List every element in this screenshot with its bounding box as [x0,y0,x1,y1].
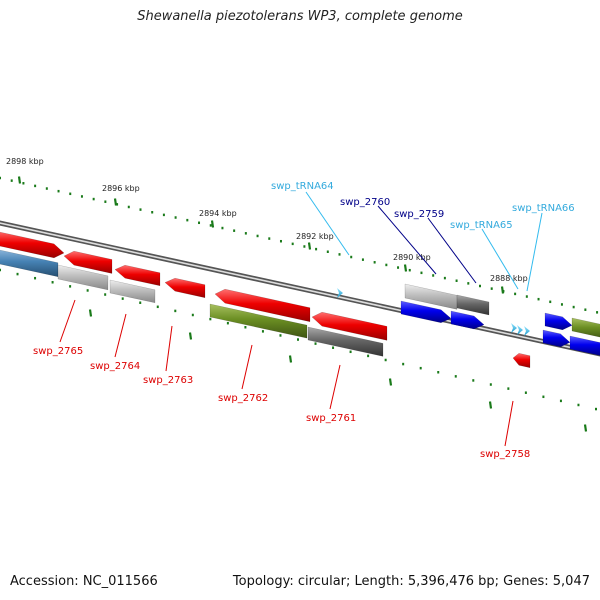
map-title: Shewanella piezotolerans WP3, complete g… [137,9,463,24]
major-tick [583,424,588,432]
gene-features[interactable] [0,231,600,369]
gene-feature-swp_2760[interactable] [400,300,452,323]
gene-feature-swp_2758[interactable] [512,353,531,369]
major-tick [113,198,118,206]
gene-feature[interactable] [569,335,600,356]
gene-feature-swp_2765[interactable] [0,231,65,259]
major-tick [188,332,193,340]
label-leaders [59,191,543,447]
major-tick [88,309,93,317]
tick-label: 2890 kbp [393,253,431,262]
gene-feature-swp_2760-gray[interactable] [404,283,458,310]
gene-label-swp_2759[interactable]: swp_2759 [394,209,444,220]
gene-feature-olive[interactable] [209,303,308,339]
major-tick [500,286,505,294]
gene-feature-swp_2763[interactable] [114,264,161,287]
gene-feature-gray[interactable] [57,264,109,291]
gene-feature-dgray[interactable] [307,326,384,357]
gene-feature-swp_2762[interactable] [214,288,311,323]
major-tick [307,242,312,250]
major-tick [17,176,22,184]
accession-text: Accession: NC_011566 [10,574,158,589]
major-tick [288,355,293,363]
tick-label: 2896 kbp [102,184,140,193]
gene-feature-swp_2759-gray[interactable] [456,294,490,316]
trna-feature-swp_tRNA66[interactable] [524,326,530,336]
gene-feature-swp_2764-part[interactable] [63,250,113,274]
gene-labels[interactable]: swp_2765 swp_2764 swp_2763 swp_2762 swp_… [33,181,575,460]
tick-label: 2894 kbp [199,209,237,218]
gene-label-swp_2758[interactable]: swp_2758 [480,449,530,460]
gene-feature-swp_2761[interactable] [311,311,388,341]
gene-label-swp_tRNA66[interactable]: swp_tRNA66 [512,203,575,214]
tick-labels: 2898 kbp 2896 kbp 2894 kbp 2892 kbp 2890… [6,157,528,283]
gene-feature[interactable] [544,312,573,331]
gene-feature-swp_2759[interactable] [450,310,485,330]
gene-feature[interactable] [571,317,600,339]
genome-backbone [0,220,600,357]
gene-label-swp_2762[interactable]: swp_2762 [218,393,268,404]
major-tick [388,378,393,386]
gene-label-swp_2765[interactable]: swp_2765 [33,346,83,357]
tick-label: 2888 kbp [490,274,528,283]
tick-label: 2892 kbp [296,232,334,241]
scale-dots [0,176,599,411]
gene-feature-gray[interactable] [109,279,156,304]
gene-label-swp_tRNA65[interactable]: swp_tRNA65 [450,220,513,231]
gene-label-swp_tRNA64[interactable]: swp_tRNA64 [271,181,334,192]
major-tick [210,220,215,228]
scale-ticks [17,176,588,432]
trna-feature-swp_tRNA64[interactable] [337,288,343,298]
major-tick [488,401,493,409]
gene-feature[interactable] [164,277,206,299]
gene-label-swp_2760[interactable]: swp_2760 [340,197,390,208]
gene-label-swp_2764[interactable]: swp_2764 [90,361,140,372]
trna-feature-swp_tRNA65[interactable] [511,323,517,333]
summary-text: Topology: circular; Length: 5,396,476 bp… [232,574,590,589]
gene-label-swp_2761[interactable]: swp_2761 [306,413,356,424]
tick-label: 2898 kbp [6,157,44,166]
gene-feature[interactable] [542,329,571,348]
trna-feature-swp_tRNA65b[interactable] [517,325,523,335]
major-tick [403,264,408,272]
gene-label-swp_2763[interactable]: swp_2763 [143,375,193,386]
